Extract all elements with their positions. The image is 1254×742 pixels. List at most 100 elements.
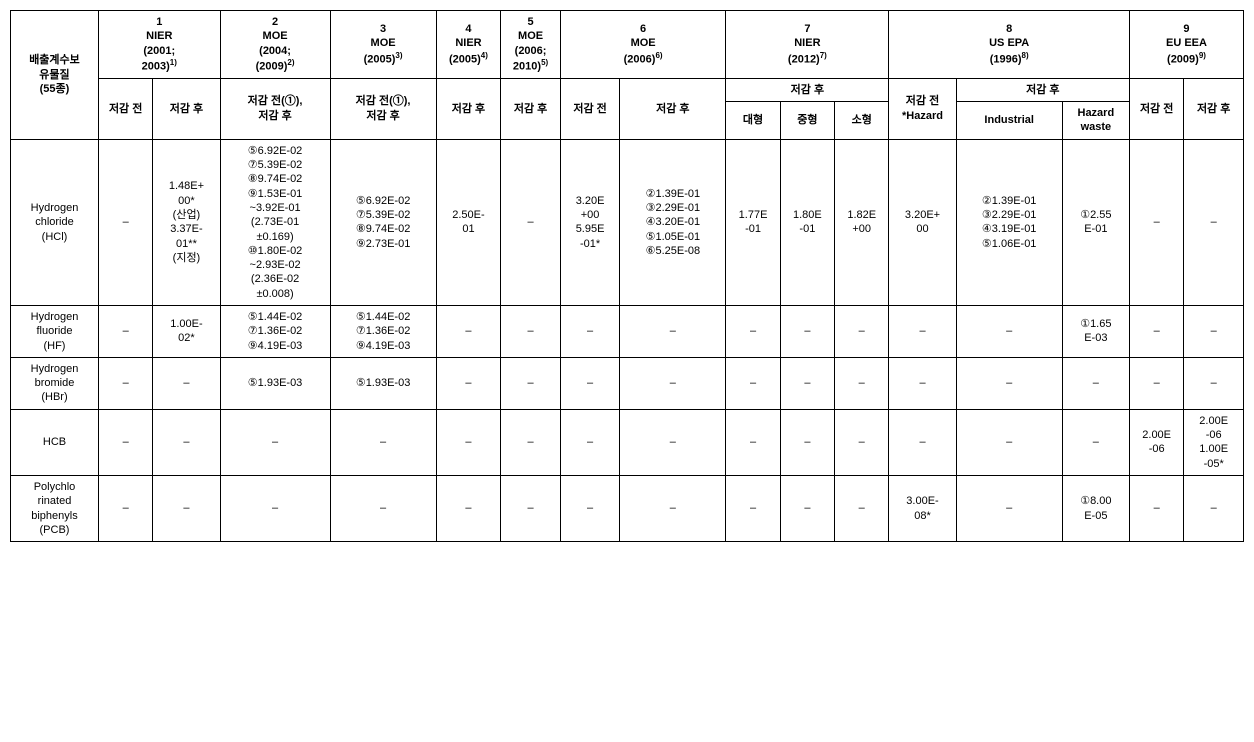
data-cell: – <box>560 409 620 475</box>
data-cell: – <box>620 357 726 409</box>
data-cell: ⑤1.44E-02 ⑦1.36E-02 ⑨4.19E-03 <box>220 306 330 358</box>
data-cell: – <box>1062 357 1129 409</box>
hdr-c1-num: 1 <box>156 16 162 28</box>
sub-c5: 저감 후 <box>501 78 561 139</box>
sub-c8-pre: 저감 전 *Hazard <box>889 78 956 139</box>
data-cell: – <box>835 306 889 358</box>
hdr-c4-name: NIER <box>455 37 481 49</box>
row-label: Hydrogen chloride (HCl) <box>11 139 99 305</box>
data-cell: – <box>1184 357 1244 409</box>
hdr-c2-num: 2 <box>272 16 278 28</box>
hdr-c9: 9 EU EEA (2009)9) <box>1129 11 1243 79</box>
data-cell: – <box>620 306 726 358</box>
data-cell: – <box>956 357 1062 409</box>
hdr-c8-sup: 8) <box>1022 51 1029 60</box>
data-cell: ②1.39E-01 ③2.29E-01 ④3.19E-01 ⑤1.06E-01 <box>956 139 1062 305</box>
data-cell: – <box>726 357 780 409</box>
data-cell: – <box>780 475 834 541</box>
data-cell: – <box>501 306 561 358</box>
hdr-c6-num: 6 <box>640 23 646 35</box>
data-cell: ⑤1.93E-03 <box>330 357 436 409</box>
hdr-c7-yrs: (2012) <box>788 53 820 65</box>
data-cell: – <box>956 475 1062 541</box>
data-cell: 3.20E +00 5.95E -01* <box>560 139 620 305</box>
data-cell: 3.20E+ 00 <box>889 139 956 305</box>
data-cell: – <box>726 306 780 358</box>
data-cell: 1.80E -01 <box>780 139 834 305</box>
data-cell: – <box>1129 475 1183 541</box>
hdr-c4-yrs: (2005) <box>449 53 481 65</box>
hdr-c8-num: 8 <box>1006 23 1012 35</box>
table-row: Hydrogen bromide (HBr)––⑤1.93E-03⑤1.93E-… <box>11 357 1244 409</box>
data-cell: 2.50E- 01 <box>436 139 501 305</box>
data-cell: 3.00E- 08* <box>889 475 956 541</box>
sub-c2: 저감 전(①), 저감 후 <box>220 78 330 139</box>
data-cell: ①8.00 E-05 <box>1062 475 1129 541</box>
hdr-c7-num: 7 <box>804 23 810 35</box>
data-cell: – <box>780 306 834 358</box>
data-cell: – <box>98 475 152 541</box>
hdr-c3-name: MOE <box>371 37 396 49</box>
data-cell: – <box>1129 306 1183 358</box>
hdr-c4: 4 NIER (2005)4) <box>436 11 501 79</box>
data-cell: – <box>889 357 956 409</box>
data-cell: – <box>620 409 726 475</box>
table-body: Hydrogen chloride (HCl) – 1.48E+ 00* (산업) … <box>11 139 1244 541</box>
hdr-c5-name: MOE <box>518 30 543 42</box>
header-row-2: 저감 전 저감 후 저감 전(①), 저감 후 저감 전(①), 저감 후 저감… <box>11 78 1244 101</box>
hdr-c2-yrs: (2004; (2009) <box>256 45 291 73</box>
sub-c3: 저감 전(①), 저감 후 <box>330 78 436 139</box>
data-cell: – <box>1184 306 1244 358</box>
data-cell: – <box>436 409 501 475</box>
data-cell: – <box>780 357 834 409</box>
data-cell: 1.82E +00 <box>835 139 889 305</box>
data-cell: – <box>330 409 436 475</box>
sub-c8a: Industrial <box>956 102 1062 140</box>
sub-c1b: 저감 후 <box>153 78 220 139</box>
data-cell: ⑤1.93E-03 <box>220 357 330 409</box>
data-cell: – <box>98 139 152 305</box>
sub-c6a: 저감 전 <box>560 78 620 139</box>
hdr-c7-name: NIER <box>794 37 820 49</box>
data-cell: – <box>889 409 956 475</box>
data-cell: 1.00E- 02* <box>153 306 220 358</box>
sub-c1a: 저감 전 <box>98 78 152 139</box>
sub-c8b: Hazard waste <box>1062 102 1129 140</box>
hdr-c1: 1 NIER (2001; 2003)1) <box>98 11 220 79</box>
header-row-1: 배출계수보 유물질 (55종) 1 NIER (2001; 2003)1) 2 … <box>11 11 1244 79</box>
sub-c9a: 저감 전 <box>1129 78 1183 139</box>
hdr-c9-num: 9 <box>1183 23 1189 35</box>
data-cell: – <box>98 306 152 358</box>
data-cell: – <box>98 357 152 409</box>
hdr-c1-name: NIER <box>146 30 172 42</box>
sub-c7a: 대형 <box>726 102 780 140</box>
data-cell: – <box>835 409 889 475</box>
data-cell: 1.48E+ 00* (산업) 3.37E- 01** (지정) <box>153 139 220 305</box>
data-cell: – <box>560 357 620 409</box>
data-cell: ①1.65 E-03 <box>1062 306 1129 358</box>
data-cell: ⑤6.92E-02 ⑦5.39E-02 ⑧9.74E-02 ⑨2.73E-01 <box>330 139 436 305</box>
data-cell: – <box>501 409 561 475</box>
hdr-c9-sup: 9) <box>1199 51 1206 60</box>
data-cell: – <box>436 306 501 358</box>
corner-header: 배출계수보 유물질 (55종) <box>11 11 99 140</box>
data-cell: 2.00E -06 <box>1129 409 1183 475</box>
data-cell: – <box>501 139 561 305</box>
table-row: HCB––––––––––––––2.00E -062.00E -06 1.00… <box>11 409 1244 475</box>
data-cell: – <box>560 475 620 541</box>
data-cell: – <box>956 306 1062 358</box>
data-cell: – <box>220 409 330 475</box>
hdr-c6-yrs: (2006) <box>624 53 656 65</box>
table-row: Hydrogen fluoride (HF)–1.00E- 02*⑤1.44E-… <box>11 306 1244 358</box>
data-cell: – <box>780 409 834 475</box>
data-cell: – <box>1129 139 1183 305</box>
data-cell: – <box>436 357 501 409</box>
hdr-c4-sup: 4) <box>481 51 488 60</box>
hdr-c3: 3 MOE (2005)3) <box>330 11 436 79</box>
sub-c4: 저감 후 <box>436 78 501 139</box>
data-cell: – <box>1129 357 1183 409</box>
row-label: Polychlo rinated biphenyls (PCB) <box>11 475 99 541</box>
data-cell: – <box>153 409 220 475</box>
hdr-c1-sup: 1) <box>170 58 177 67</box>
hdr-c9-name: EU EEA <box>1166 37 1207 49</box>
